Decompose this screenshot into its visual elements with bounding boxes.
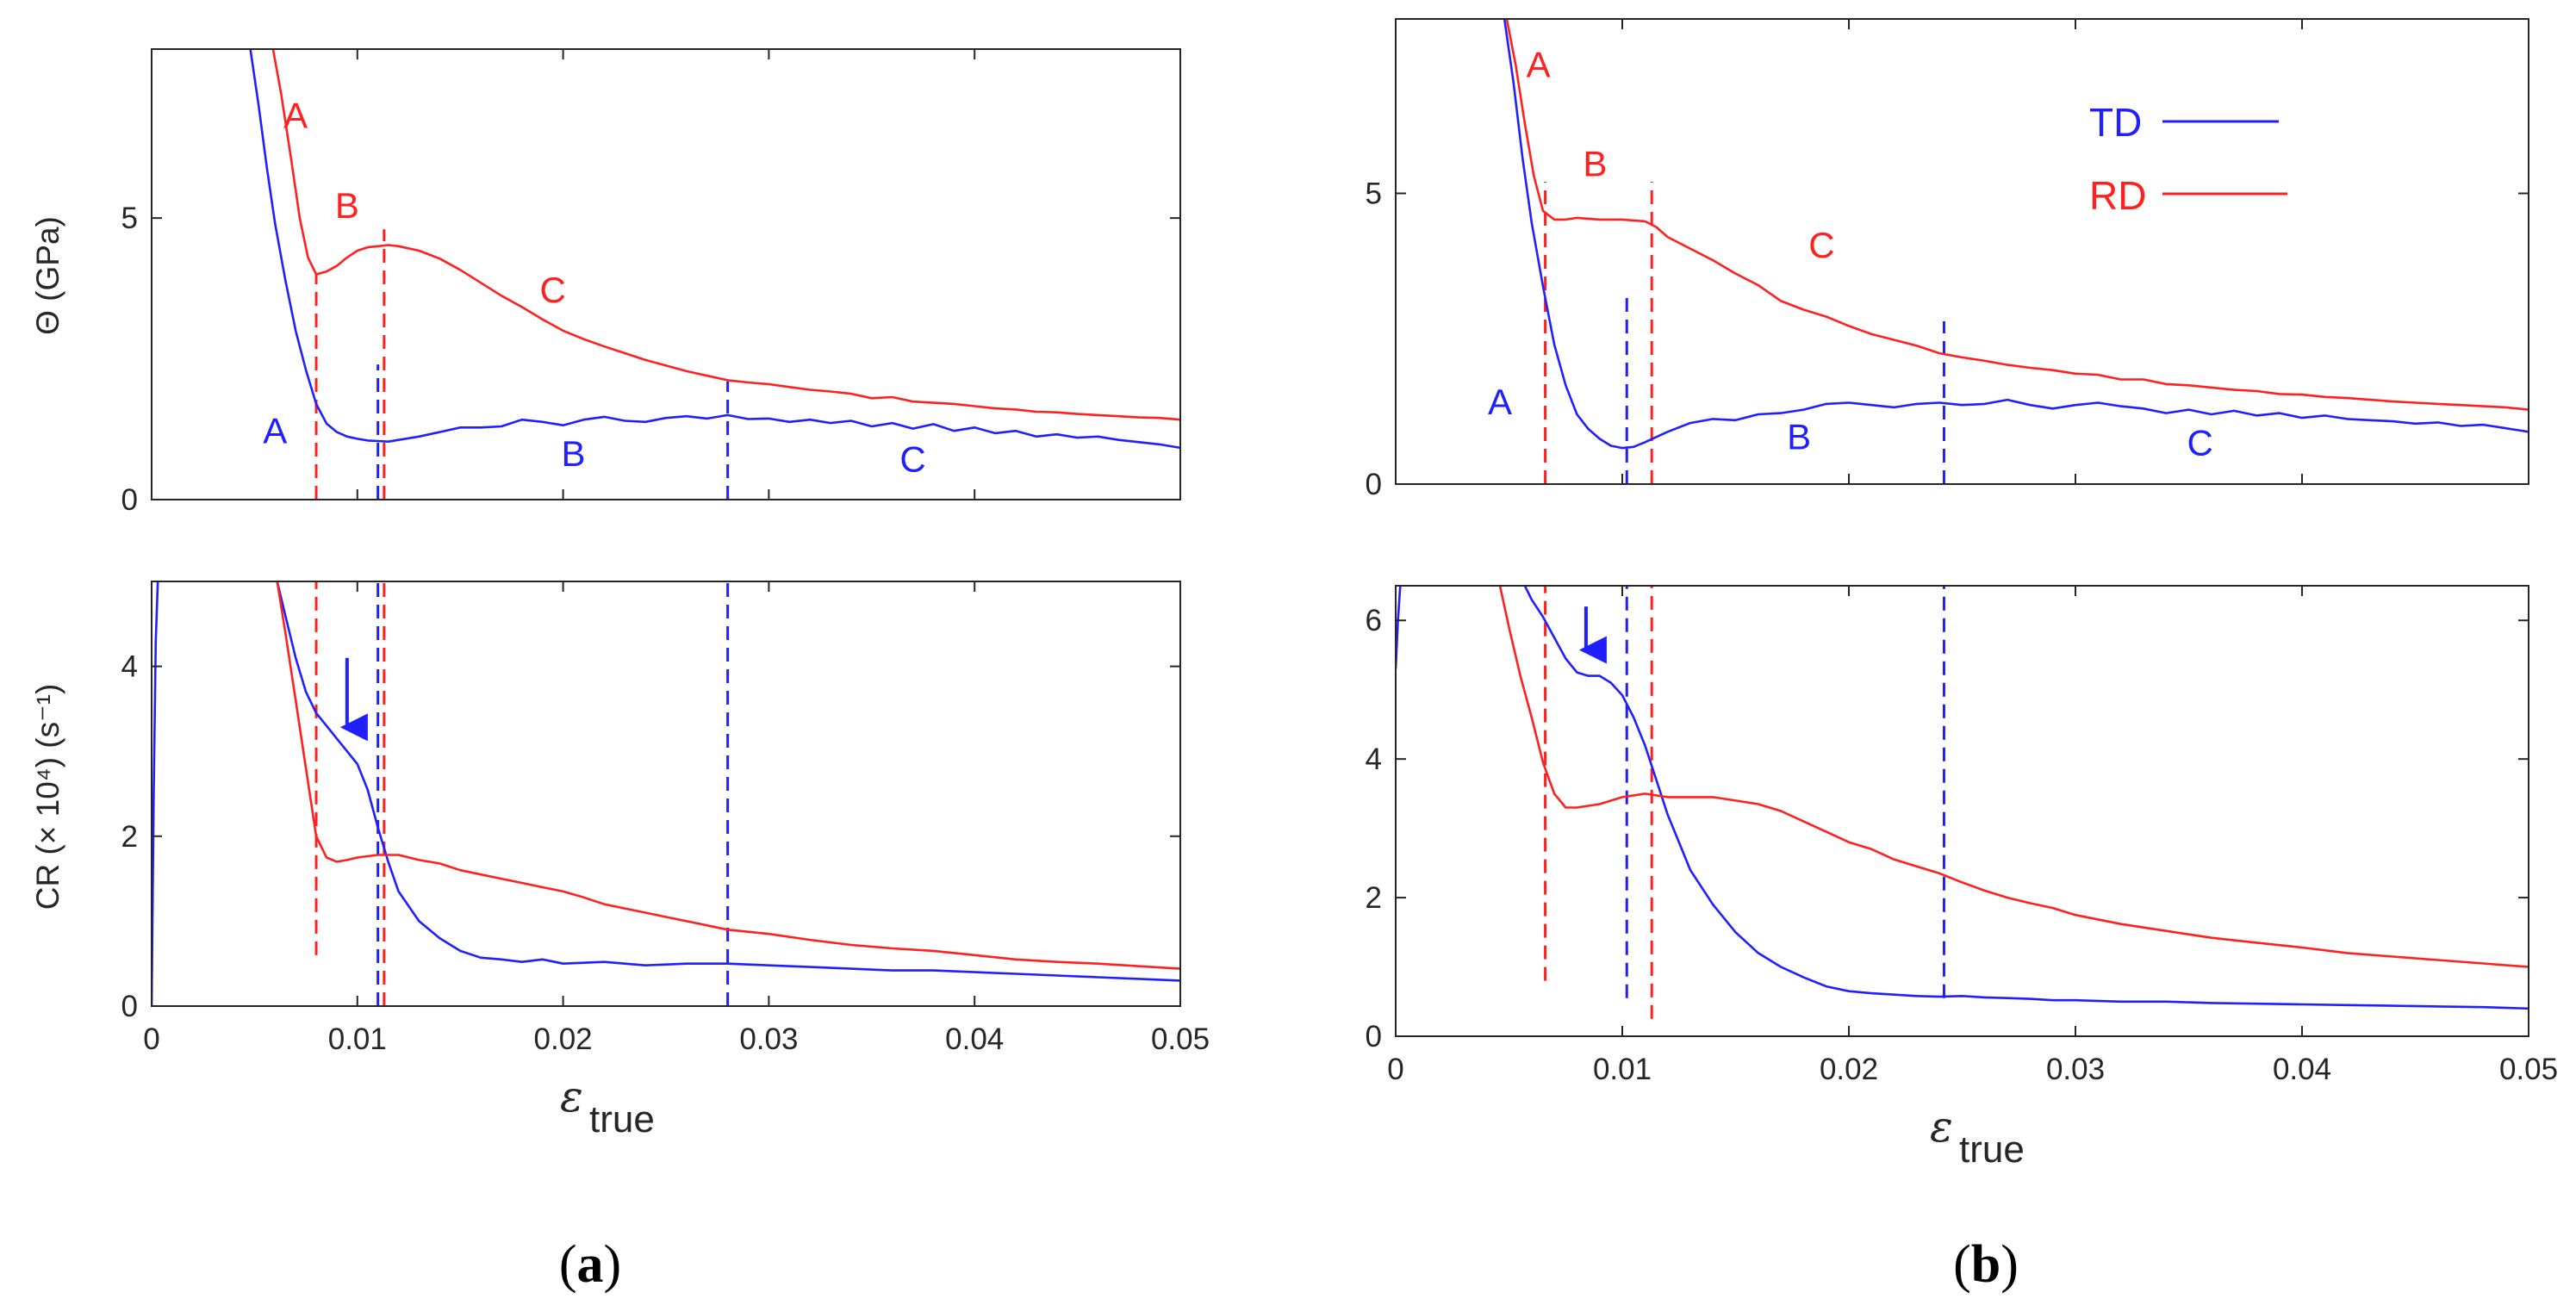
annotation-b_top-1: B (1583, 143, 1607, 183)
annotation-b_top-0: A (1527, 45, 1551, 85)
chart-a-bottom: 0 2 4 0 0.01 0.02 0.03 0.04 0.05 (121, 581, 1210, 1056)
xtick-label-b_bot-3: 0.03 (2046, 1053, 2105, 1086)
series-b_top-td-0 (1503, 19, 2529, 450)
axes-box-a_top (151, 48, 1181, 500)
xlabel-b-subscript: true (1959, 1128, 2025, 1171)
series-a_bot-rd-2 (276, 581, 1180, 970)
xtick-label-b_bot-1: 0.01 (1593, 1053, 1652, 1086)
series-b_bot-td-1 (1523, 586, 2529, 1010)
ytick-label-b_bot-3: 6 (1366, 604, 1382, 637)
annotation-b_top-5: C (2187, 422, 2212, 463)
panel-b: 0 5 A B C A B C 0 2 4 6 0 0.01 0.02 0.03 0.04 0.05 ε tru… (1366, 18, 2558, 1294)
ytick-label-a_bot-1: 2 (121, 820, 138, 854)
xlabel-b-symbol: ε (1930, 1102, 1953, 1152)
ytick-label-b_top-1: 5 (1366, 177, 1382, 211)
xlabel-a-symbol: ε (560, 1072, 583, 1122)
ytick-label-b_bot-1: 2 (1366, 881, 1382, 915)
xtick-label-a_bot-3: 0.03 (739, 1022, 798, 1056)
xtick-label-a_bot-2: 0.02 (534, 1022, 593, 1056)
ylabel-a-top: Θ (GPa) (30, 216, 65, 335)
xtick-label-a_bot-5: 0.05 (1151, 1022, 1210, 1056)
annotation-a_top-5: C (899, 438, 925, 479)
annotation-a_top-4: B (562, 433, 586, 474)
axes-box-b_bot (1395, 585, 2529, 1037)
xtick-label-b_bot-2: 0.02 (1820, 1053, 1878, 1086)
xtick-label-b_bot-4: 0.04 (2273, 1053, 2331, 1086)
legend: TD RD (2089, 100, 2287, 218)
caption-b: (b) (1953, 1235, 2019, 1294)
series-a_bot-td-1 (276, 581, 1180, 982)
annotation-b_top-3: A (1488, 382, 1512, 422)
xlabel-a: ε true (560, 1072, 655, 1140)
annotation-b_top-2: C (1808, 225, 1834, 265)
legend-rd-label: RD (2089, 173, 2146, 218)
ytick-label-b_bot-2: 4 (1366, 743, 1382, 776)
annotation-a_top-0: A (283, 96, 308, 136)
ytick-label-a_bot-2: 4 (121, 650, 138, 684)
axes-box-a_bot (151, 581, 1181, 1007)
chart-b-bottom: 0 2 4 6 0 0.01 0.02 0.03 0.04 0.05 (1366, 585, 2558, 1086)
annotation-a_top-1: B (335, 185, 359, 226)
ytick-label-a_top-1: 5 (121, 202, 138, 235)
xtick-label-a_bot-1: 0.01 (328, 1022, 387, 1056)
ytick-label-b_bot-0: 0 (1366, 1020, 1382, 1053)
xtick-label-b_bot-0: 0 (1387, 1053, 1403, 1086)
ytick-label-a_bot-0: 0 (121, 990, 138, 1023)
xtick-label-a_bot-4: 0.04 (945, 1022, 1004, 1056)
xlabel-a-subscript: true (589, 1098, 655, 1140)
annotation-a_top-3: A (263, 411, 287, 451)
chart-b-top: 0 5 A B C A B C (1366, 18, 2529, 501)
panel-a: 0 5 A B C A B C 0 2 4 0 0.01 0.02 0.03 0.04 0.05 Θ (GPa… (30, 48, 1210, 1294)
series-a_bot-td-0 (152, 581, 159, 1006)
xtick-label-a_bot-0: 0 (143, 1022, 159, 1056)
xlabel-b: ε true (1930, 1102, 2025, 1171)
series-a_top-td-0 (249, 49, 1180, 450)
xtick-label-b_bot-5: 0.05 (2499, 1053, 2558, 1086)
legend-td-label: TD (2089, 100, 2142, 145)
annotation-b_top-4: B (1787, 417, 1811, 457)
series-b_bot-rd-2 (1498, 586, 2529, 968)
ytick-label-b_top-0: 0 (1366, 468, 1382, 501)
ytick-label-a_top-0: 0 (121, 483, 138, 517)
chart-a-top: 0 5 A B C A B C (121, 48, 1181, 517)
axes-box-b_top (1395, 18, 2529, 485)
ylabel-a-bottom: CR (× 10⁴) (s⁻¹) (30, 684, 65, 910)
series-b_top-rd-1 (1505, 19, 2529, 411)
series-a_top-rd-1 (271, 49, 1180, 421)
caption-a: (a) (559, 1235, 621, 1294)
annotation-a_top-2: C (539, 270, 565, 310)
